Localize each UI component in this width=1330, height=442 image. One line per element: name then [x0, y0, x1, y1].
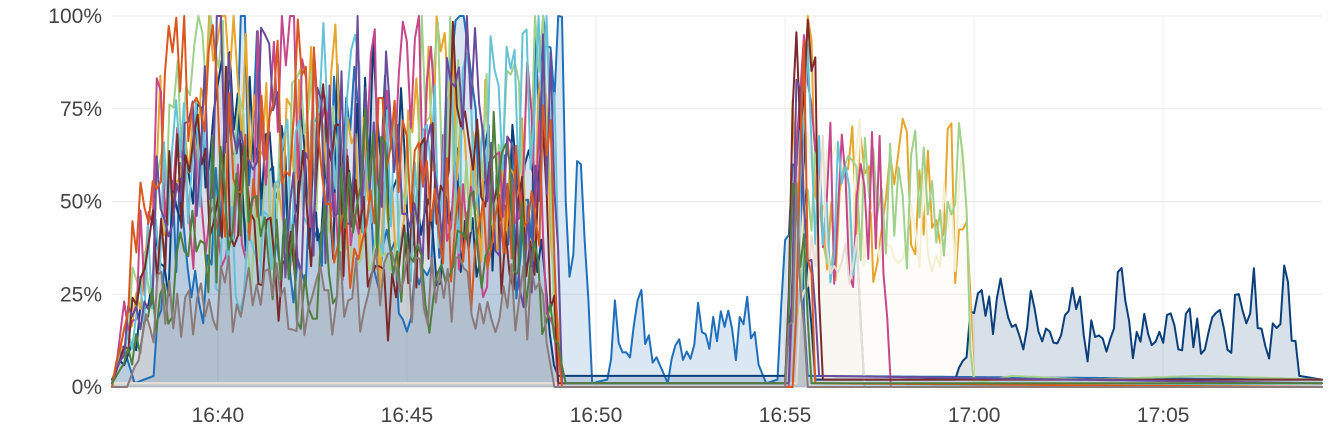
series-line — [111, 182, 1323, 388]
y-tick-label: 50% — [60, 191, 102, 214]
y-axis-ticks: 0% 25% 50% 75% 100% — [48, 5, 102, 399]
x-tick-label: 16:40 — [192, 404, 245, 427]
x-tick-label: 16:50 — [570, 404, 623, 427]
series-lines — [111, 15, 1323, 388]
y-tick-label: 0% — [72, 376, 102, 399]
series-line — [111, 107, 1323, 385]
x-tick-label: 16:55 — [759, 404, 812, 427]
series-area-fill — [112, 41, 1322, 388]
y-tick-label: 75% — [60, 98, 102, 121]
y-tick-label: 25% — [60, 283, 102, 306]
series-area-fill — [112, 183, 1322, 387]
x-tick-label: 17:05 — [1137, 404, 1190, 427]
x-tick-label: 17:00 — [948, 404, 1001, 427]
series-line — [111, 40, 1323, 381]
x-tick-label: 16:45 — [381, 404, 434, 427]
y-tick-label: 100% — [48, 5, 102, 28]
x-axis-ticks: 16:40 16:45 16:50 16:55 17:00 17:05 — [192, 404, 1190, 427]
